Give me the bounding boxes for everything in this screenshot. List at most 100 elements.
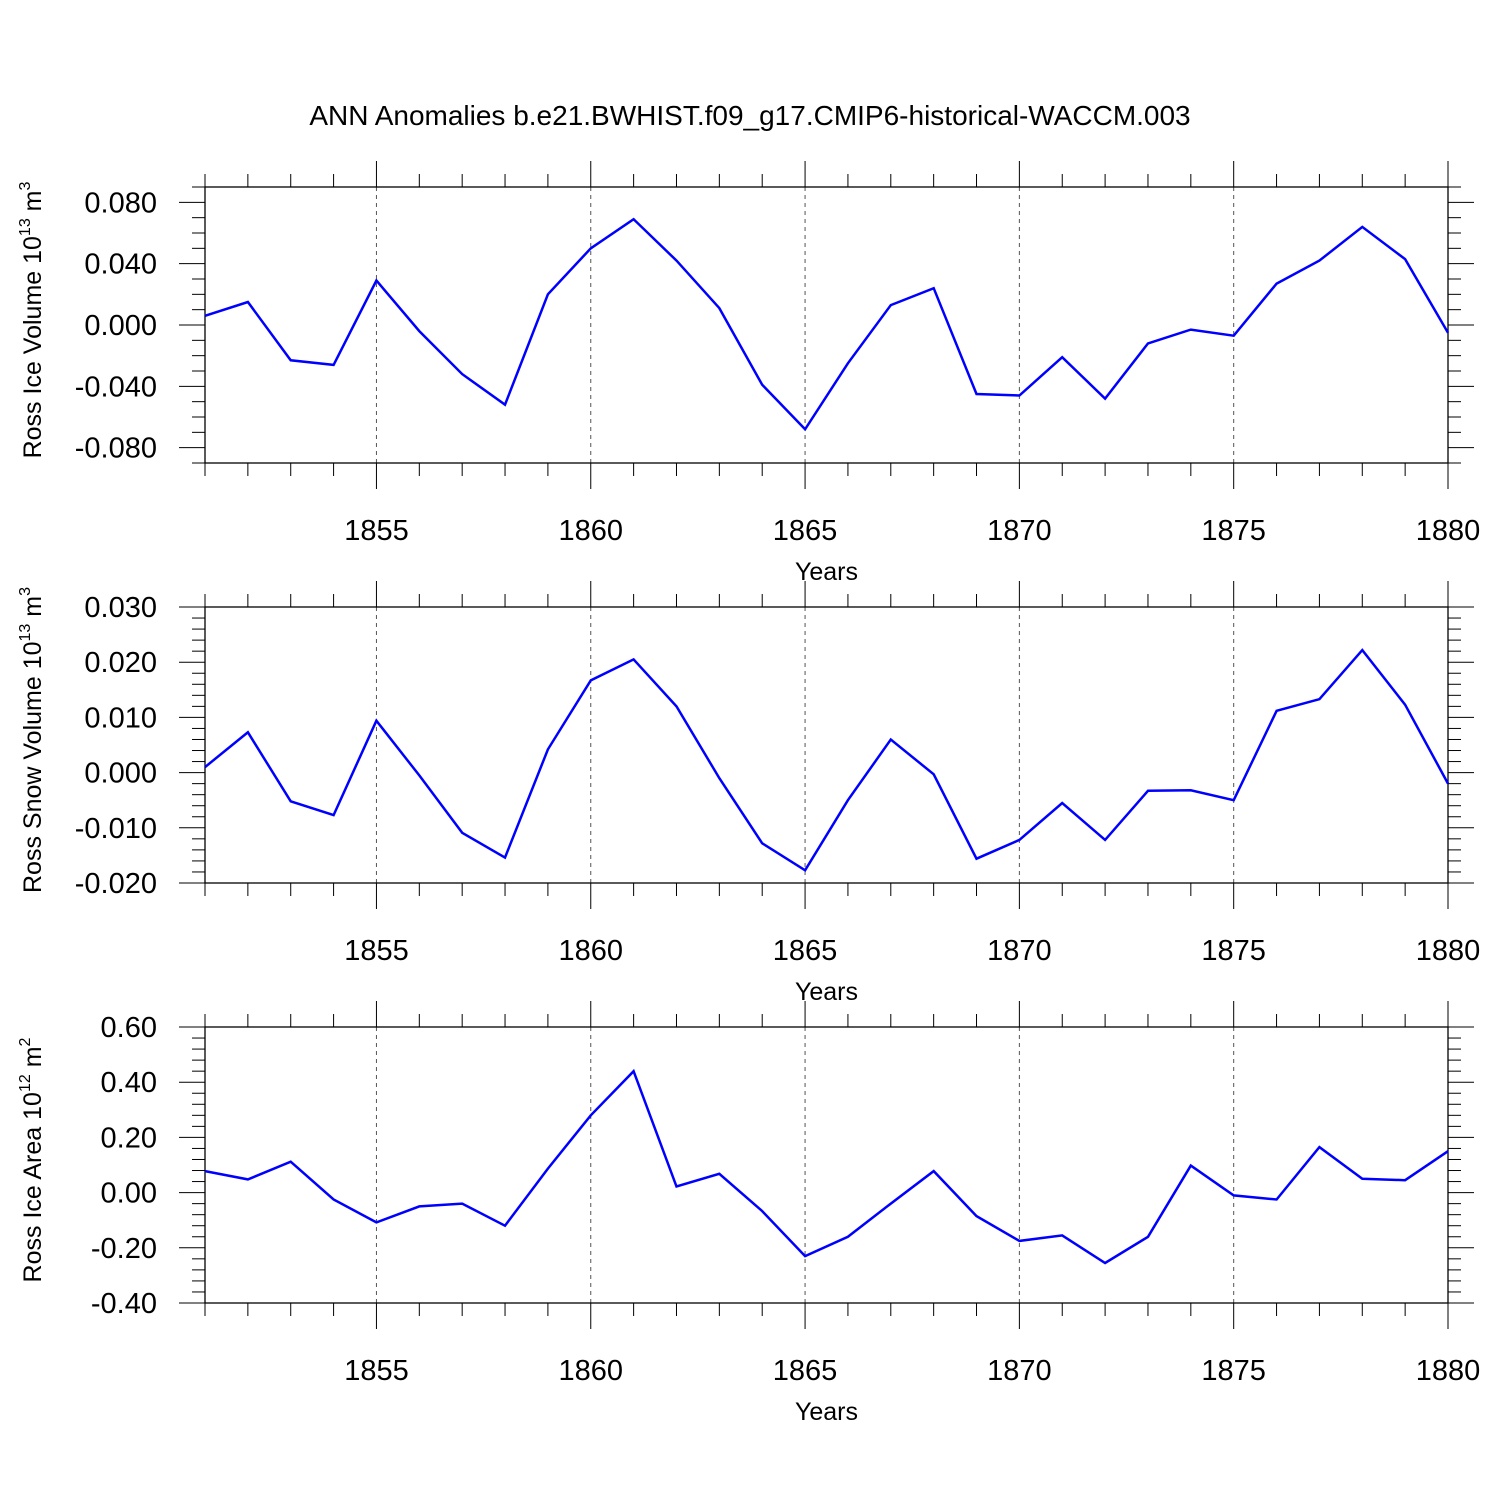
data-point	[1317, 697, 1321, 701]
data-point	[674, 259, 678, 263]
y-axis-label-superscript: 2	[17, 1037, 34, 1046]
panel-3: -0.40 -0.20 0.00 0.20 0.40 0.60 1855 1860 1865 18…	[17, 1001, 1480, 1426]
plot-frame	[204, 606, 1449, 884]
x-tick-label: 1855	[344, 935, 409, 967]
data-point	[1403, 1178, 1407, 1182]
data-point	[417, 773, 421, 777]
data-point	[1403, 703, 1407, 707]
data-point	[203, 1169, 207, 1173]
y-tick-label: -0.040	[75, 371, 157, 403]
y-axis-label-superscript: 12	[17, 1074, 34, 1092]
data-point	[289, 1160, 293, 1164]
data-point	[975, 392, 979, 396]
data-point	[417, 1204, 421, 1208]
y-axis-label-text: m	[19, 190, 47, 218]
data-point	[332, 363, 336, 367]
series-line	[204, 217, 1450, 432]
data-point	[203, 765, 207, 769]
data-point	[460, 831, 464, 835]
data-point	[674, 1185, 678, 1189]
data-point	[246, 300, 250, 304]
data-point	[1232, 1193, 1236, 1197]
data-point	[332, 1198, 336, 1202]
y-tick-label: -0.020	[75, 868, 157, 900]
y-tick-label: 0.40	[101, 1067, 157, 1099]
data-point	[589, 246, 593, 250]
data-point	[1189, 1164, 1193, 1168]
y-tick-label: 0.040	[84, 249, 157, 281]
chart-panels: -0.080 -0.040 0.000 0.040 0.080 1855 1860 1865 1…	[17, 161, 1480, 1426]
y-tick-label: 0.60	[101, 1012, 157, 1044]
data-point	[246, 1177, 250, 1181]
data-point	[1146, 341, 1150, 345]
data-point	[374, 279, 378, 283]
x-tick-label: 1875	[1201, 515, 1266, 547]
y-tick-label: -0.20	[91, 1233, 157, 1265]
data-point	[1017, 1239, 1021, 1243]
y-tick-label: -0.40	[91, 1288, 157, 1320]
y-tick-label: 0.020	[84, 647, 157, 679]
data-point	[1446, 1149, 1450, 1153]
data-point	[889, 303, 893, 307]
x-tick-label: 1855	[344, 1355, 409, 1387]
data-point	[246, 730, 250, 734]
data-point	[503, 856, 507, 860]
y-axis-label-superscript: 13	[17, 624, 34, 642]
data-point	[589, 678, 593, 682]
data-point	[1060, 355, 1064, 359]
data-point	[1060, 1233, 1064, 1237]
y-axis-label-superscript: 3	[17, 587, 34, 596]
y-axis-label: Ross Ice Area 1012 m2	[17, 1037, 47, 1282]
x-tick-label: 1860	[559, 935, 624, 967]
y-tick-label: 0.00	[101, 1178, 157, 1210]
data-point	[1317, 1145, 1321, 1149]
y-tick-label: 0.030	[84, 592, 157, 624]
data-point	[546, 292, 550, 296]
x-axis-label: Years	[795, 558, 858, 586]
data-point	[632, 1069, 636, 1073]
y-tick-label: -0.080	[75, 433, 157, 465]
x-tick-label: 1880	[1416, 935, 1481, 967]
data-point	[1317, 259, 1321, 263]
panel-2: -0.020 -0.010 0.000 0.010 0.020 0.030 1855 1860…	[17, 581, 1480, 1006]
x-tick-label: 1875	[1201, 1355, 1266, 1387]
y-tick-label: 0.000	[84, 310, 157, 342]
data-point	[632, 217, 636, 221]
data-point	[546, 1167, 550, 1171]
y-axis-label-text: Ross Ice Volume 10	[19, 236, 47, 458]
y-axis-label: Ross Ice Volume 1013 m3	[17, 181, 47, 458]
x-tick-label: 1875	[1201, 935, 1266, 967]
data-point	[846, 1235, 850, 1239]
data-point	[760, 841, 764, 845]
data-point	[203, 314, 207, 318]
data-point	[589, 1113, 593, 1117]
y-axis-label: Ross Snow Volume 1013 m3	[17, 587, 47, 893]
data-point	[417, 329, 421, 333]
data-point	[1146, 1235, 1150, 1239]
y-tick-label: 0.080	[84, 187, 157, 219]
data-point	[503, 403, 507, 407]
panel-1: -0.080 -0.040 0.000 0.040 0.080 1855 1860 1865 1…	[17, 161, 1480, 586]
data-point	[674, 704, 678, 708]
x-tick-label: 1880	[1416, 515, 1481, 547]
x-tick-label: 1865	[773, 1355, 838, 1387]
data-point	[932, 772, 936, 776]
data-point	[975, 857, 979, 861]
data-point	[1403, 257, 1407, 261]
data-point	[1275, 282, 1279, 286]
x-tick-label: 1865	[773, 935, 838, 967]
data-point	[717, 776, 721, 780]
data-point	[1446, 782, 1450, 786]
data-point	[717, 1172, 721, 1176]
data-point	[889, 1202, 893, 1206]
data-point	[1360, 648, 1364, 652]
y-tick-label: 0.20	[101, 1122, 157, 1154]
data-point	[289, 799, 293, 803]
data-point	[1232, 798, 1236, 802]
y-axis-label-superscript: 3	[17, 181, 34, 190]
y-axis-label-text: Ross Snow Volume 10	[19, 641, 47, 893]
data-point	[717, 306, 721, 310]
data-point	[760, 383, 764, 387]
x-tick-label: 1865	[773, 515, 838, 547]
